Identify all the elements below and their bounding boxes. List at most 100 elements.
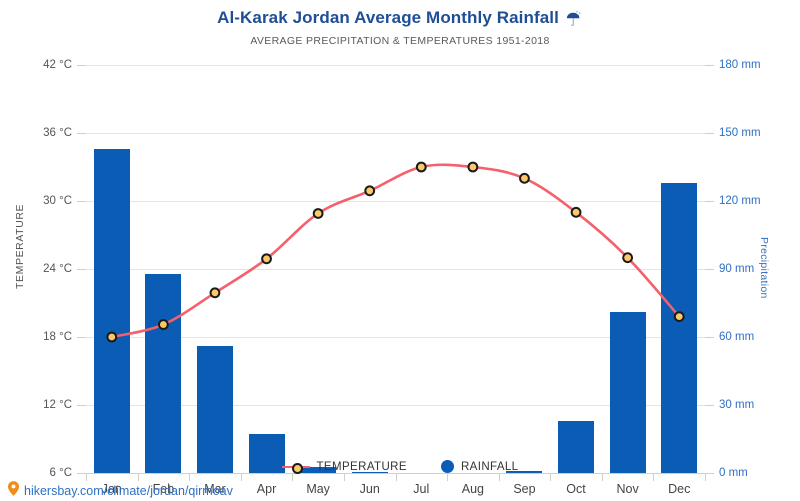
y-axis-left-tick-label: 24 °C xyxy=(43,263,72,275)
legend-label-rainfall: RAINFALL xyxy=(460,460,519,473)
rainfall-bar[interactable] xyxy=(93,148,130,473)
temperature-point[interactable]: Nov: 25 °C xyxy=(622,252,634,264)
y-axis-right-tick-label: 150 mm xyxy=(719,127,761,139)
y-axis-left-tick xyxy=(77,269,86,270)
gridline xyxy=(86,337,705,338)
rainfall-bar[interactable] xyxy=(506,470,543,473)
temperature-point[interactable]: Jul: 33 °C xyxy=(415,161,427,173)
rainfall-bar[interactable] xyxy=(196,346,233,473)
footer[interactable]: hikersbay.com/climate/jordan/qirmoav xyxy=(8,481,233,501)
temperature-point[interactable]: Jun: 30.9 °C xyxy=(364,185,376,197)
y-axis-left-tick xyxy=(77,405,86,406)
rainfall-bar[interactable] xyxy=(248,434,285,473)
y-axis-right-tick-label: 30 mm xyxy=(719,399,755,411)
rainfall-bar[interactable] xyxy=(300,467,337,473)
x-axis-tick xyxy=(189,473,191,481)
gridline xyxy=(86,201,705,202)
temperature-point[interactable]: Jan: 18 °C xyxy=(106,331,118,343)
y-axis-left-tick xyxy=(77,473,86,474)
y-axis-right-tick xyxy=(705,65,714,66)
legend-label-temperature: TEMPERATURE xyxy=(316,460,407,473)
y-axis-left-tick-label: 36 °C xyxy=(43,127,72,139)
x-axis-label-dec: Dec xyxy=(668,482,691,496)
map-pin-icon xyxy=(8,481,19,501)
y-axis-left-tick xyxy=(77,133,86,134)
y-axis-right-tick xyxy=(705,405,714,406)
rainfall-bar[interactable] xyxy=(609,312,646,473)
x-axis-label-sep: Sep xyxy=(513,482,536,496)
rainfall-bar[interactable] xyxy=(351,471,388,473)
x-axis-tick xyxy=(705,473,706,481)
temperature-point[interactable]: Aug: 33 °C xyxy=(467,161,479,173)
y-axis-right-title: Precipitation xyxy=(758,237,770,299)
temperature-line: Jan: 18 °C Feb: 19.1 °C Mar: 21.9 °C Apr: 2… xyxy=(106,161,685,343)
x-axis-tick xyxy=(498,473,500,481)
temperature-point[interactable]: Dec: 19.8 °C xyxy=(673,311,685,323)
rainfall-bar[interactable] xyxy=(558,420,595,473)
y-axis-right-tick xyxy=(705,201,714,202)
y-axis-right-tick xyxy=(705,337,714,338)
y-axis-left-tick xyxy=(77,337,86,338)
x-axis-label-mar: Mar xyxy=(204,482,226,496)
x-axis-label-nov: Nov xyxy=(616,482,639,496)
y-axis-left-tick-label: 18 °C xyxy=(43,331,72,343)
y-axis-right-tick xyxy=(705,133,714,134)
x-axis-tick xyxy=(86,473,87,481)
temperature-line-path xyxy=(110,163,681,339)
y-axis-left-tick xyxy=(77,65,86,66)
source-url[interactable]: hikersbay.com/climate/jordan/qirmoav xyxy=(24,484,233,498)
x-axis-tick xyxy=(653,473,655,481)
temperature-point[interactable]: Feb: 19.1 °C xyxy=(157,319,169,330)
rainfall-marker-icon xyxy=(440,460,454,473)
y-axis-left-tick xyxy=(77,201,86,202)
y-axis-left-tick-label: 6 °C xyxy=(49,467,73,479)
chart-legend: TEMPERATURE RAINFALL xyxy=(0,460,800,474)
gridline xyxy=(86,133,705,134)
gridline xyxy=(86,405,705,406)
y-axis-right-tick-label: 60 mm xyxy=(719,331,755,343)
x-axis-label-feb: Feb xyxy=(152,482,175,496)
temperature-point[interactable]: Oct: 29 °C xyxy=(570,206,582,218)
legend-item-rainfall[interactable]: RAINFALL xyxy=(440,460,519,473)
y-axis-left-tick-label: 42 °C xyxy=(43,59,72,71)
chart-plot-wrapper: TEMPERATURE Precipitation 6 °C 12 °C 18 °C… xyxy=(0,52,800,496)
y-axis-left-tick-label: 12 °C xyxy=(43,399,72,411)
temperature-point[interactable]: May: 28.9 °C xyxy=(312,208,324,219)
x-axis-tick xyxy=(137,473,139,481)
x-axis-tick xyxy=(601,473,603,481)
chart-title-text: Al-Karak Jordan Average Monthly Rainfall xyxy=(217,8,559,27)
y-axis-left-title: TEMPERATURE xyxy=(14,203,26,289)
x-axis-label-apr: Apr xyxy=(256,482,277,496)
rainfall-bar[interactable] xyxy=(661,182,698,473)
x-axis-tick xyxy=(447,473,449,481)
y-axis-left-tick-label: 30 °C xyxy=(43,195,72,207)
x-axis-tick xyxy=(395,473,397,481)
chart-header: Al-Karak Jordan Average Monthly Rainfall… xyxy=(0,0,800,47)
legend-item-temperature[interactable]: TEMPERATURE xyxy=(281,460,407,474)
x-axis-label-may: May xyxy=(306,482,330,496)
y-axis-right-tick-label: 180 mm xyxy=(719,59,761,71)
x-axis-tick xyxy=(292,473,294,481)
x-axis-label-jan: Jan xyxy=(101,482,122,496)
umbrella-rain-icon xyxy=(565,10,583,28)
page-title: Al-Karak Jordan Average Monthly Rainfall xyxy=(0,8,800,28)
y-axis-right-tick xyxy=(705,269,714,270)
temperature-point[interactable]: Sep: 32 °C xyxy=(519,172,530,184)
temperature-point[interactable]: Apr: 24.9 °C xyxy=(261,253,272,265)
x-axis-label-jun: Jun xyxy=(359,482,380,496)
rainfall-bar[interactable] xyxy=(145,273,182,473)
rainfall-bars xyxy=(86,65,705,473)
gridline xyxy=(86,65,705,66)
x-axis-tick xyxy=(343,473,345,481)
temperature-marker-icon xyxy=(281,461,310,474)
x-axis-label-aug: Aug xyxy=(461,482,484,496)
chart-subtitle: AVERAGE PRECIPITATION & TEMPERATURES 195… xyxy=(250,35,550,47)
y-axis-right-tick xyxy=(705,473,714,474)
x-axis-tick xyxy=(550,473,552,481)
x-axis-tick xyxy=(240,473,242,481)
y-axis-right-tick-label: 0 mm xyxy=(719,467,748,479)
temperature-point[interactable]: Mar: 21.9 °C xyxy=(209,287,221,299)
x-axis-label-oct: Oct xyxy=(566,482,586,496)
y-axis-right-tick-label: 90 mm xyxy=(719,263,755,275)
x-axis-label-jul: Jul xyxy=(413,482,430,496)
